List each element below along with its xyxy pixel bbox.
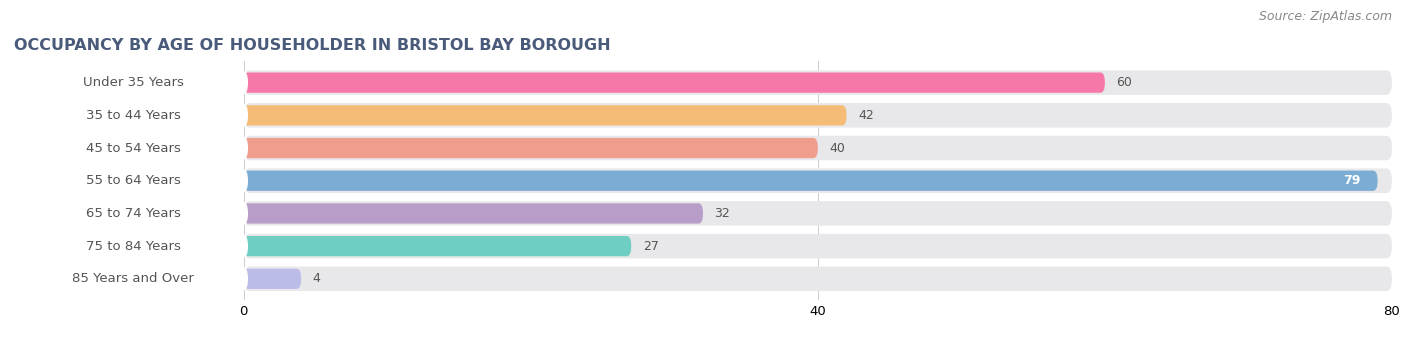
- Text: 75 to 84 Years: 75 to 84 Years: [86, 240, 180, 253]
- FancyBboxPatch shape: [18, 104, 247, 127]
- Text: Under 35 Years: Under 35 Years: [83, 76, 184, 89]
- FancyBboxPatch shape: [243, 203, 703, 224]
- FancyBboxPatch shape: [18, 202, 247, 225]
- FancyBboxPatch shape: [243, 201, 1392, 226]
- FancyBboxPatch shape: [243, 170, 1378, 191]
- Text: 42: 42: [858, 109, 873, 122]
- Text: 32: 32: [714, 207, 730, 220]
- FancyBboxPatch shape: [18, 169, 247, 193]
- FancyBboxPatch shape: [243, 234, 1392, 258]
- FancyBboxPatch shape: [18, 234, 247, 258]
- Text: 55 to 64 Years: 55 to 64 Years: [86, 174, 180, 187]
- FancyBboxPatch shape: [18, 267, 247, 291]
- Text: 27: 27: [643, 240, 658, 253]
- FancyBboxPatch shape: [243, 103, 1392, 128]
- Text: OCCUPANCY BY AGE OF HOUSEHOLDER IN BRISTOL BAY BOROUGH: OCCUPANCY BY AGE OF HOUSEHOLDER IN BRIST…: [14, 38, 610, 53]
- Text: 85 Years and Over: 85 Years and Over: [72, 272, 194, 285]
- FancyBboxPatch shape: [243, 136, 1392, 160]
- FancyBboxPatch shape: [243, 105, 846, 125]
- Text: 79: 79: [1343, 174, 1361, 187]
- Text: Source: ZipAtlas.com: Source: ZipAtlas.com: [1258, 10, 1392, 23]
- FancyBboxPatch shape: [243, 269, 301, 289]
- FancyBboxPatch shape: [18, 136, 247, 160]
- FancyBboxPatch shape: [243, 70, 1392, 95]
- Text: 40: 40: [830, 142, 845, 154]
- FancyBboxPatch shape: [243, 73, 1105, 93]
- Text: 45 to 54 Years: 45 to 54 Years: [86, 142, 180, 154]
- Text: 65 to 74 Years: 65 to 74 Years: [86, 207, 180, 220]
- Text: 4: 4: [312, 272, 321, 285]
- Text: 35 to 44 Years: 35 to 44 Years: [86, 109, 180, 122]
- FancyBboxPatch shape: [243, 236, 631, 256]
- Text: 60: 60: [1116, 76, 1132, 89]
- FancyBboxPatch shape: [243, 138, 818, 158]
- FancyBboxPatch shape: [18, 71, 247, 94]
- FancyBboxPatch shape: [243, 168, 1392, 193]
- FancyBboxPatch shape: [243, 267, 1392, 291]
